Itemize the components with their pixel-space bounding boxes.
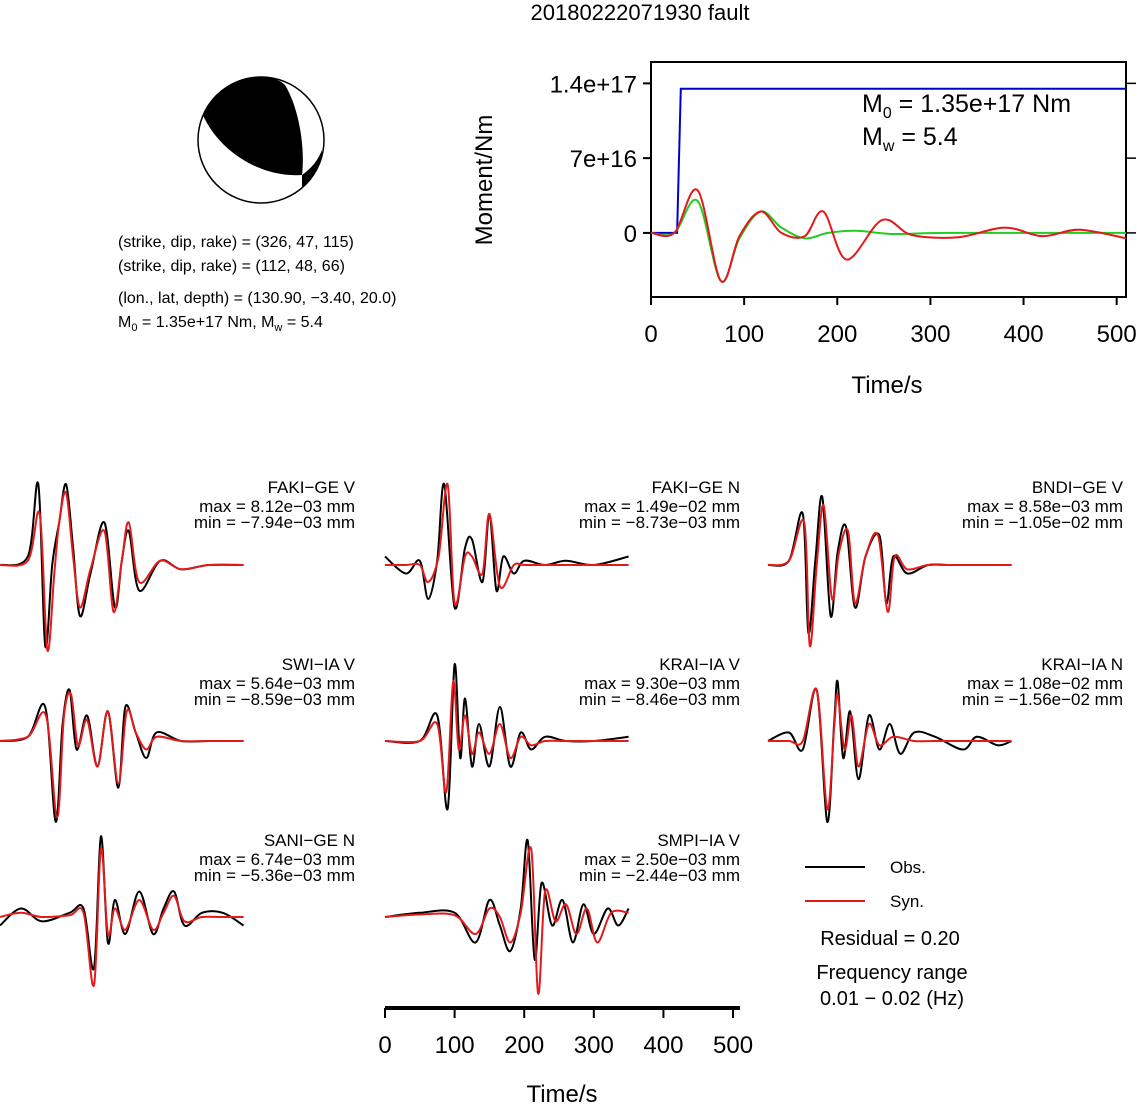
moment-y-axis-label: Moment/Nm xyxy=(471,115,498,246)
beachball xyxy=(197,76,325,204)
moment-x-tick-label: 400 xyxy=(1004,321,1044,348)
mechanism-line-3: (lon., lat, depth) = (130.90, −3.40, 20.… xyxy=(118,290,396,307)
waveform-x-tick-label: 400 xyxy=(643,1032,683,1059)
moment-x-tick-label: 100 xyxy=(724,321,764,348)
station-max: max = 8.12e−03 mm xyxy=(199,497,355,516)
frequency-range-value: 0.01 − 0.02 (Hz) xyxy=(820,988,964,1010)
mechanism-line-1: (strike, dip, rake) = (326, 47, 115) xyxy=(118,234,354,251)
waveform-x-tick-label: 100 xyxy=(435,1032,475,1059)
station-min: min = −1.05e−02 mm xyxy=(962,513,1123,532)
waveform-time-axis: 0 100 200 300 400 500 xyxy=(378,1006,753,1059)
legend-obs-label: Obs. xyxy=(890,858,926,877)
moment-x-tick-label: 300 xyxy=(910,321,950,348)
station-label: SANI−GE N xyxy=(264,831,355,850)
waveform-syn-trace xyxy=(0,847,244,987)
station-max: max = 5.64e−03 mm xyxy=(199,674,355,693)
station-min: min = −1.56e−02 mm xyxy=(962,690,1123,709)
station-min: min = −8.73e−03 mm xyxy=(579,513,740,532)
station-label: SWI−IA V xyxy=(282,655,356,674)
station-label: FAKI−GE V xyxy=(268,478,356,497)
station-max: max = 1.49e−02 mm xyxy=(584,497,740,516)
figure-title: 20180222071930 fault xyxy=(531,0,750,25)
waveform-syn-trace xyxy=(767,504,1012,647)
waveform-obs-trace xyxy=(384,663,629,811)
moment-annotation-m0: M0 = 1.35e+17 Nm xyxy=(862,90,1071,122)
waveform-syn-trace xyxy=(768,687,1012,811)
moment-plot: 0 100 200 300 400 500 0 7e+16 1.4e+17 M0 = 1.35e… xyxy=(471,61,1137,399)
station-min: min = −2.44e−03 mm xyxy=(579,866,740,885)
moment-annotation-mw: Mw = 5.4 xyxy=(862,123,958,155)
waveform-x-tick-label: 200 xyxy=(504,1032,544,1059)
station-max: max = 2.50e−03 mm xyxy=(584,850,740,869)
waveform-x-tick-label: 500 xyxy=(713,1032,753,1059)
moment-series-line xyxy=(650,198,1127,283)
waveform-syn-trace xyxy=(0,691,244,819)
mechanism-line-2: (strike, dip, rake) = (112, 48, 66) xyxy=(118,258,345,275)
legend-syn-label: Syn. xyxy=(890,892,924,911)
frequency-range-label: Frequency range xyxy=(816,962,967,984)
station-min: min = −7.94e−03 mm xyxy=(194,513,355,532)
waveform-syn-trace xyxy=(384,680,629,794)
station-max: max = 6.74e−03 mm xyxy=(199,850,355,869)
waveform-x-tick-label: 0 xyxy=(378,1032,391,1059)
moment-series-line xyxy=(651,87,1126,234)
station-min: min = −5.36e−03 mm xyxy=(194,866,355,885)
station-label: KRAI−IA N xyxy=(1041,655,1123,674)
mechanism-info: (strike, dip, rake) = (326, 47, 115) (st… xyxy=(118,234,396,334)
waveform-x-tick-label: 300 xyxy=(574,1032,614,1059)
moment-plot-frame xyxy=(650,61,1127,298)
moment-y-tick-label: 7e+16 xyxy=(570,146,637,173)
waveform-x-axis-label: Time/s xyxy=(526,1081,597,1104)
station-label: KRAI−IA V xyxy=(659,655,740,674)
moment-x-axis-label: Time/s xyxy=(851,372,922,399)
station-max: max = 9.30e−03 mm xyxy=(584,674,740,693)
residual-text: Residual = 0.20 xyxy=(820,928,960,950)
station-max: max = 8.58e−03 mm xyxy=(967,497,1123,516)
moment-x-tick-label: 500 xyxy=(1097,321,1137,348)
station-min: min = −8.46e−03 mm xyxy=(579,690,740,709)
moment-y-tick-label: 1.4e+17 xyxy=(550,71,637,98)
station-max: max = 1.08e−02 mm xyxy=(967,674,1123,693)
moment-series-line xyxy=(650,188,1127,283)
mechanism-line-4: M0 = 1.35e+17 Nm, Mw = 5.4 xyxy=(118,314,323,334)
station-label: BNDI−GE V xyxy=(1032,478,1124,497)
waveform-syn-trace xyxy=(384,482,629,607)
station-label: SMPI−IA V xyxy=(657,831,740,850)
waveform-syn-trace xyxy=(384,846,629,995)
waveform-obs-trace xyxy=(0,835,245,971)
station-label: FAKI−GE N xyxy=(652,478,740,497)
waveform-syn-trace xyxy=(0,490,244,652)
moment-y-tick-label: 0 xyxy=(624,221,637,248)
station-min: min = −8.59e−03 mm xyxy=(194,690,355,709)
legend: Obs. Syn. xyxy=(805,858,926,911)
moment-x-tick-label: 200 xyxy=(817,321,857,348)
moment-x-tick-label: 0 xyxy=(644,321,657,348)
